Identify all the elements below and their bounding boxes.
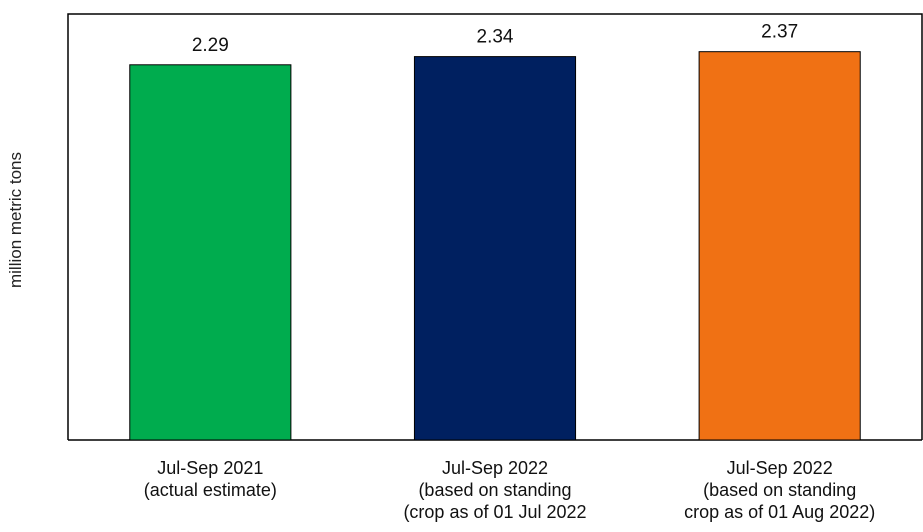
- x-tick-label-2-line-3: (crop as of 01 Jul 2022: [403, 502, 586, 522]
- bar-1: [129, 64, 292, 441]
- data-label-2: 2.34: [477, 27, 514, 48]
- x-tick-label-3: Jul-Sep 2022 (based on standing crop as of…: [684, 458, 875, 522]
- bar-2: [413, 56, 577, 441]
- x-tick-label-3-line-3: crop as of 01 Aug 2022): [684, 502, 875, 522]
- data-label-3: 2.37: [761, 22, 798, 43]
- x-tick-label-1: Jul-Sep 2021 (actual estimate): [144, 458, 277, 500]
- bar-3: [698, 51, 861, 441]
- plot-frame: [67, 13, 923, 440]
- x-tick-label-2-line-1: Jul-Sep 2022: [442, 458, 548, 478]
- x-tick-label-1-line-2: (actual estimate): [144, 480, 277, 500]
- data-label-1: 2.29: [192, 35, 229, 56]
- x-tick-label-1-line-1: Jul-Sep 2021: [157, 458, 263, 478]
- x-tick-label-2-line-2: (based on standing: [418, 480, 571, 500]
- x-tick-label-3-line-2: (based on standing: [703, 480, 856, 500]
- x-tick-label-3-line-1: Jul-Sep 2022: [727, 458, 833, 478]
- x-tick-label-2: Jul-Sep 2022 (based on standing (crop as o…: [403, 458, 586, 522]
